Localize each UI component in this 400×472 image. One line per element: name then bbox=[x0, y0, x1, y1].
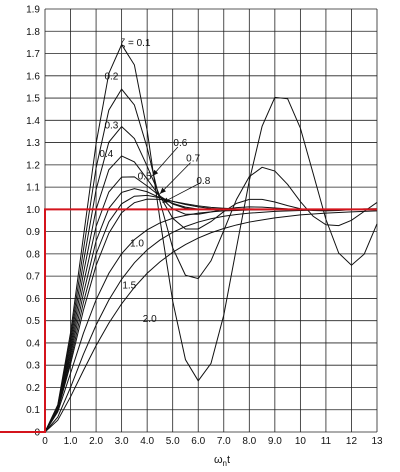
zeta-label: 0.3 bbox=[104, 120, 118, 131]
x-tick-label: 1.0 bbox=[64, 436, 78, 447]
response-curves bbox=[44, 43, 378, 433]
y-tick-label: 1.0 bbox=[26, 205, 40, 216]
x-tick-label: 9.0 bbox=[268, 436, 282, 447]
y-tick-label: 1.6 bbox=[26, 71, 40, 82]
y-tick-label: 0.9 bbox=[26, 227, 40, 238]
zeta-label: 1.5 bbox=[122, 281, 136, 292]
leader-line bbox=[159, 162, 191, 195]
y-tick-label: 1.3 bbox=[26, 138, 40, 149]
y-tick-label: 0.6 bbox=[26, 294, 40, 305]
y-tick-label: 1.9 bbox=[26, 5, 40, 16]
leader-line bbox=[162, 182, 201, 204]
x-tick-label: 12 bbox=[346, 436, 358, 447]
zeta-label: 0.5 bbox=[138, 171, 152, 182]
y-tick-label: 0.3 bbox=[26, 361, 40, 372]
response-curve-zeta-0-3 bbox=[44, 125, 378, 433]
y-tick-label: 0.4 bbox=[26, 338, 40, 349]
leader-arrowhead bbox=[152, 169, 159, 176]
x-tick-label: 3.0 bbox=[115, 436, 129, 447]
x-tick-label: 8.0 bbox=[242, 436, 256, 447]
x-tick-label: 10 bbox=[295, 436, 307, 447]
label-leader-lines bbox=[151, 146, 201, 204]
leader-line bbox=[151, 146, 179, 177]
x-tick-label: 4.0 bbox=[140, 436, 154, 447]
zeta-label: 0.4 bbox=[99, 149, 113, 160]
x-tick-labels: 0 1.0 2.0 3.0 4.0 5.0 6.0 7.0 8.0 9.0 10 11 12 13 bbox=[42, 436, 383, 447]
zeta-label: 2.0 bbox=[143, 314, 157, 325]
y-tick-label: 0.2 bbox=[26, 383, 40, 394]
zeta-label: 0.7 bbox=[186, 154, 200, 165]
gridlines bbox=[44, 8, 378, 433]
x-tick-label: 13 bbox=[371, 436, 383, 447]
y-tick-label: 1.7 bbox=[26, 49, 40, 60]
response-curve-zeta-0-2 bbox=[44, 88, 378, 433]
zeta-labels: ζ = 0.1 0.2 0.3 0.4 0.5 0.6 0.7 0.8 1.0 1.5 2.0 bbox=[99, 38, 210, 325]
x-tick-label: 5.0 bbox=[166, 436, 180, 447]
y-tick-label: 1.5 bbox=[26, 94, 40, 105]
unit-step-input bbox=[0, 208, 377, 433]
leader-arrowhead bbox=[159, 187, 166, 194]
zeta-label: 0.2 bbox=[104, 71, 118, 82]
zeta-label: 0.6 bbox=[173, 138, 187, 149]
leader-arrowhead bbox=[162, 197, 169, 203]
x-tick-label: 11 bbox=[321, 436, 332, 447]
response-curve-zeta-1-5 bbox=[44, 209, 377, 433]
y-tick-label: 1.4 bbox=[26, 116, 40, 127]
x-tick-label: 6.0 bbox=[191, 436, 205, 447]
zeta-label: 1.0 bbox=[130, 238, 144, 249]
y-tick-label: 1.2 bbox=[26, 160, 40, 171]
zeta-label: ζ = 0.1 bbox=[121, 38, 151, 49]
x-axis-label: ωnt bbox=[214, 454, 230, 468]
response-curve-zeta-0-1 bbox=[44, 43, 378, 433]
x-tick-label: 7.0 bbox=[217, 436, 231, 447]
zeta-label: 0.8 bbox=[196, 176, 210, 187]
y-tick-label: 0.7 bbox=[26, 272, 40, 283]
y-tick-label: 1.8 bbox=[26, 27, 40, 38]
response-curve-zeta-2 bbox=[44, 210, 378, 433]
x-tick-label: 2.0 bbox=[89, 436, 103, 447]
y-tick-label: 0.8 bbox=[26, 249, 40, 260]
y-tick-label: 0.5 bbox=[26, 316, 40, 327]
y-tick-label: 1.1 bbox=[26, 183, 40, 194]
step-input-line bbox=[0, 208, 377, 433]
y-tick-labels: 00.10.20.30.40.50.60.70.80.91.01.11.21.3… bbox=[26, 5, 40, 439]
y-tick-label: 0.1 bbox=[26, 405, 40, 416]
x-tick-label: 0 bbox=[42, 436, 48, 447]
